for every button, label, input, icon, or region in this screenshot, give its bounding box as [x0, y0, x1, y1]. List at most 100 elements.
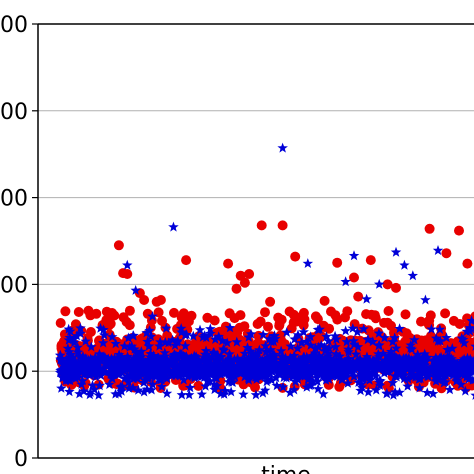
data-point-star — [441, 332, 452, 343]
data-point-star — [219, 385, 231, 396]
data-point-star — [438, 357, 449, 368]
data-point-star — [433, 374, 445, 385]
data-point-star — [172, 360, 183, 371]
data-point-star — [179, 367, 190, 377]
data-point-star — [154, 340, 165, 351]
data-point-star — [444, 363, 456, 374]
data-point-star — [349, 370, 360, 381]
data-point-star — [358, 373, 369, 384]
data-point-star — [302, 374, 314, 385]
data-point-star — [68, 333, 80, 344]
data-point-star — [176, 326, 187, 337]
data-point-star — [147, 379, 158, 389]
data-point-star — [364, 374, 375, 385]
data-point-star — [381, 359, 392, 370]
data-point-star — [292, 343, 303, 353]
data-point-star — [419, 359, 430, 370]
y-tick-label: 00 — [0, 187, 28, 212]
data-point-star — [326, 370, 337, 381]
data-point-star — [275, 345, 287, 356]
data-point-star — [160, 360, 171, 371]
data-point-star — [470, 327, 474, 334]
data-point-star — [304, 370, 315, 380]
data-point-star — [215, 351, 227, 362]
data-point-star — [129, 343, 140, 354]
data-point-star — [431, 332, 442, 343]
data-point-star — [348, 339, 360, 349]
data-point-star — [297, 356, 309, 367]
data-point-star — [177, 358, 189, 369]
data-point-star — [254, 344, 265, 355]
data-point-star — [225, 364, 237, 374]
data-point-circle — [298, 320, 309, 331]
data-point-circle — [113, 240, 124, 251]
data-point-star — [374, 339, 385, 350]
data-point-star — [361, 293, 372, 304]
data-point-star — [168, 367, 180, 378]
data-point-circle — [353, 291, 364, 302]
data-point-circle — [441, 248, 452, 259]
data-point-star — [469, 358, 474, 366]
data-point-star — [274, 369, 285, 380]
data-point-star — [442, 344, 453, 355]
data-point-circle — [104, 315, 115, 326]
data-point-star — [266, 336, 277, 347]
data-point-star — [416, 356, 427, 367]
data-point-star — [199, 352, 210, 363]
data-point-star — [183, 359, 194, 370]
data-point-star — [466, 315, 474, 326]
data-point-star — [373, 327, 385, 338]
data-point-star — [110, 338, 121, 349]
y-tick-label: 00 — [0, 13, 28, 38]
data-point-star — [409, 334, 420, 345]
data-point-circle — [250, 382, 260, 393]
data-point-circle — [319, 295, 330, 306]
data-point-star — [312, 356, 324, 367]
data-point-star — [116, 385, 127, 396]
data-point-star — [310, 364, 321, 375]
data-point-star — [394, 323, 405, 334]
data-point-star — [287, 354, 298, 365]
data-point-circle — [382, 279, 393, 290]
data-point-star — [287, 370, 298, 381]
data-point-star — [95, 370, 107, 381]
data-point-star — [164, 359, 175, 370]
data-point-star — [330, 348, 342, 359]
data-point-circle — [183, 316, 194, 327]
data-point-star — [350, 362, 361, 373]
data-point-star — [422, 387, 433, 398]
data-point-star — [270, 358, 281, 369]
data-point-star — [252, 355, 264, 366]
y-tick-label: 00 — [0, 360, 28, 385]
data-point-star — [75, 328, 86, 339]
data-point-star — [123, 382, 135, 393]
data-point-circle — [91, 308, 102, 319]
data-point-star — [214, 368, 226, 379]
data-point-star — [296, 337, 307, 348]
data-point-star — [280, 369, 291, 380]
data-point-circle — [310, 311, 321, 322]
data-point-star — [239, 364, 250, 375]
data-point-star — [367, 355, 378, 366]
data-point-star — [144, 325, 155, 336]
data-point-circle — [60, 306, 71, 317]
data-point-star — [87, 380, 98, 390]
data-point-star — [204, 358, 215, 369]
data-point-star — [301, 381, 312, 392]
data-point-star — [260, 346, 272, 357]
data-point-star — [168, 355, 180, 366]
data-point-star — [140, 368, 151, 378]
data-point-star — [220, 359, 232, 370]
data-point-star — [323, 348, 334, 358]
data-point-star — [150, 371, 161, 382]
data-point-star — [309, 360, 321, 371]
data-point-star — [470, 364, 474, 372]
data-point-star — [263, 368, 274, 379]
data-point-star — [307, 375, 319, 386]
data-point-star — [321, 368, 332, 379]
data-point-star — [63, 323, 74, 334]
data-point-star — [237, 359, 249, 370]
data-point-star — [55, 350, 66, 360]
data-point-star — [432, 245, 444, 255]
